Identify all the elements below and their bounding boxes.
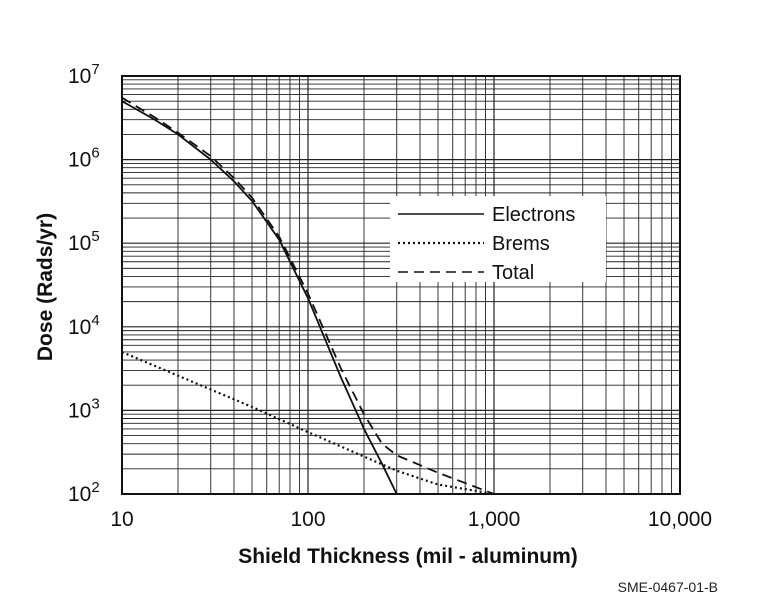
x-tick-label: 100: [290, 508, 325, 531]
y-tick-label: 107: [68, 61, 100, 88]
series-line-total: [121, 96, 495, 495]
series-lines: [121, 96, 495, 496]
x-tick-labels: 10 100 1,000 10,000: [110, 508, 712, 531]
legend-box: [390, 196, 606, 282]
legend-label-electrons: Electrons: [492, 204, 575, 226]
y-tick-labels: 102 103 104 105 106 107: [68, 61, 100, 506]
x-tick-label: 1,000: [468, 508, 521, 531]
y-tick-label: 105: [68, 228, 100, 255]
y-tick-label: 102: [68, 479, 100, 506]
legend-label-total: Total: [492, 262, 534, 284]
series-line-brems: [121, 350, 495, 496]
x-tick-label: 10: [110, 508, 133, 531]
y-axis-title: Dose (Rads/yr): [34, 213, 57, 361]
x-tick-label: 10,000: [648, 508, 712, 531]
y-tick-label: 106: [68, 145, 100, 172]
legend: Electrons Brems Total: [390, 196, 606, 284]
legend-label-brems: Brems: [492, 233, 550, 255]
plot-frame: [121, 75, 681, 495]
y-tick-label: 104: [68, 312, 100, 339]
series-line-electrons: [121, 100, 398, 495]
y-tick-label: 103: [68, 395, 100, 422]
x-axis-title: Shield Thickness (mil - aluminum): [238, 545, 578, 568]
figure-id: SME-0467-01-B: [618, 579, 718, 595]
grid-lines: [122, 76, 680, 494]
